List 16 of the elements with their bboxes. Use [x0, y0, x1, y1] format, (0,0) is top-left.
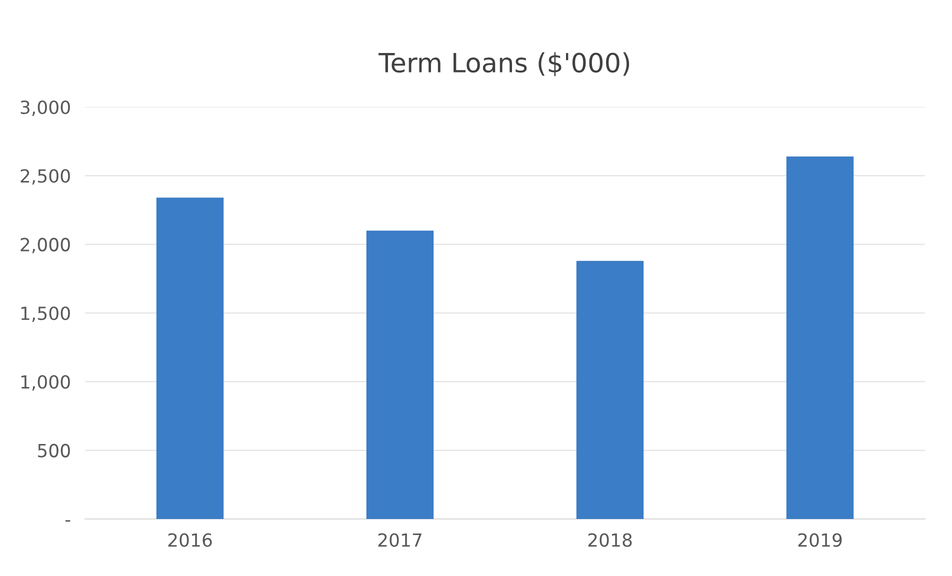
- x-tick-label: 2019: [798, 533, 842, 547]
- bar: [366, 230, 434, 519]
- y-tick-label: 500: [38, 444, 70, 458]
- y-tick-label: 1,500: [21, 306, 70, 322]
- bar: [786, 156, 854, 519]
- y-tick-label: 3,000: [20, 100, 70, 116]
- y-tick-label: -: [65, 520, 70, 522]
- x-tick-label: 2018: [588, 533, 632, 547]
- x-tick-label: 2017: [378, 533, 422, 547]
- bar: [156, 198, 224, 519]
- bar: [576, 260, 644, 519]
- y-tick-label: 2,500: [20, 169, 70, 185]
- x-tick-label: 2016: [168, 533, 212, 547]
- y-tick-label: 2,000: [20, 238, 70, 254]
- y-tick-label: 1,000: [21, 375, 70, 391]
- chart-title: Term Loans ($'000): [378, 52, 630, 76]
